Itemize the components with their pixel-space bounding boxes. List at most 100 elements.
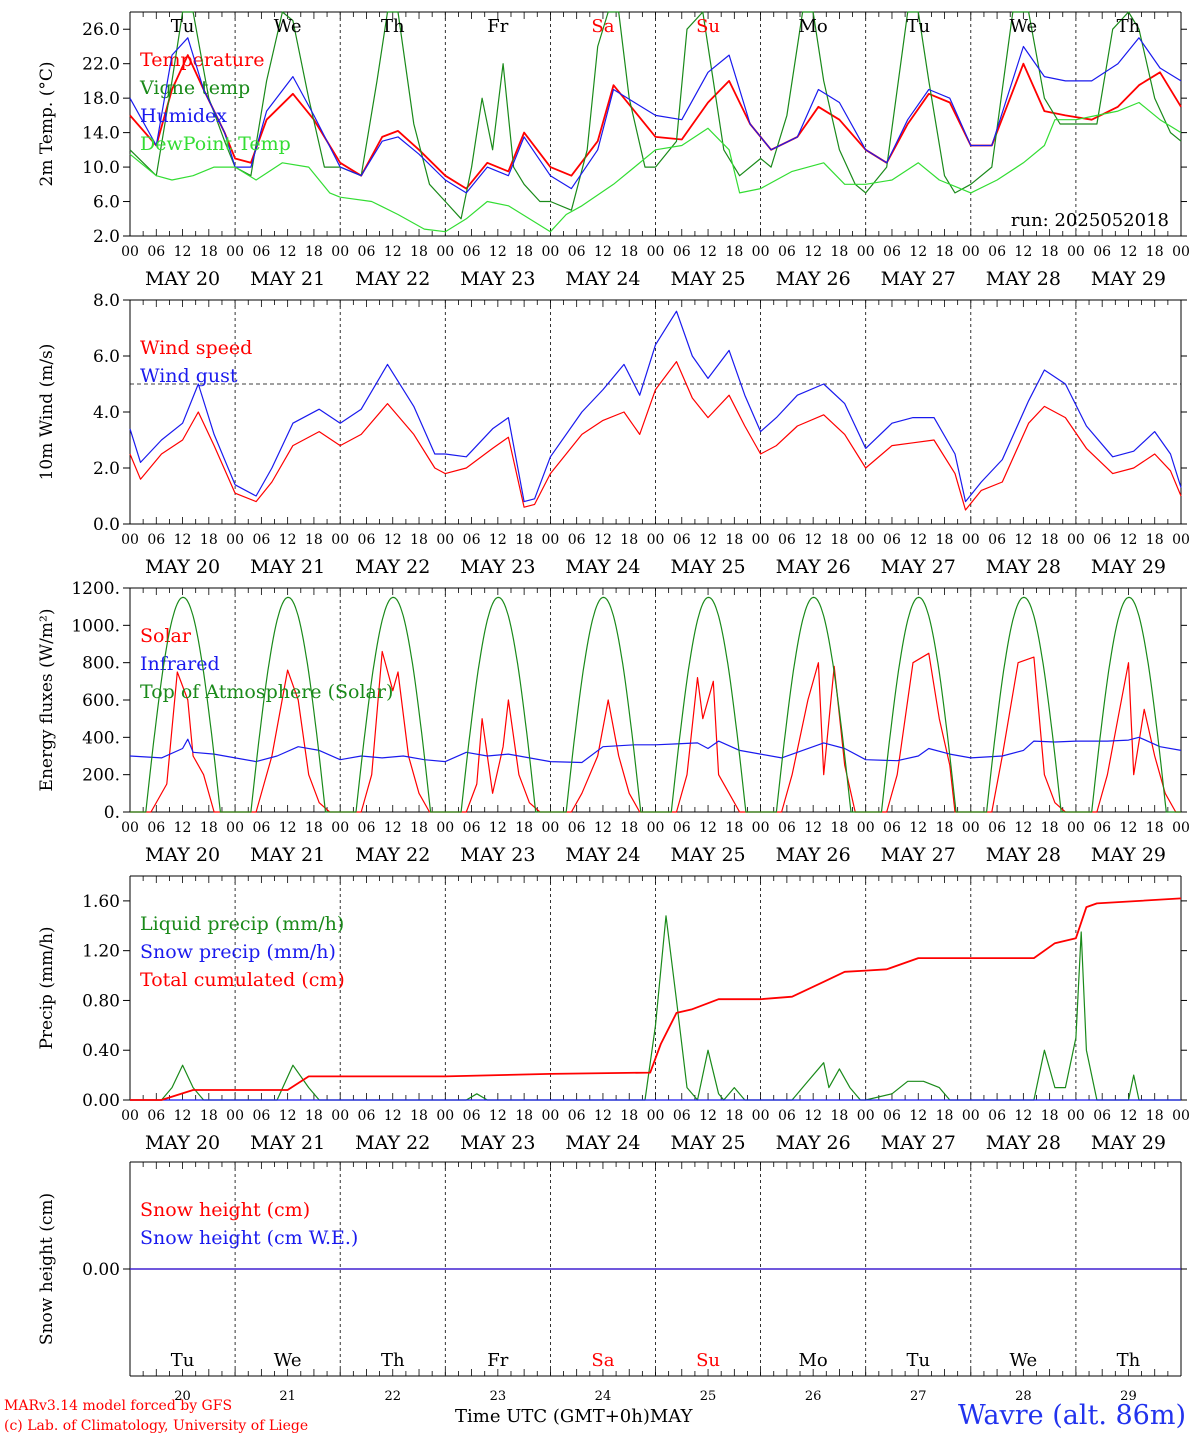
hour-tick-label: 06	[358, 820, 376, 836]
hour-tick-label: 18	[410, 244, 428, 260]
y-tick-label: 1.20	[82, 942, 120, 962]
hour-tick-label: 18	[725, 244, 743, 260]
date-label: MAY 29	[1091, 556, 1166, 578]
y-tick-label: 0.00	[82, 1091, 120, 1111]
hour-tick-label: 06	[568, 244, 586, 260]
date-label: MAY 22	[355, 844, 430, 866]
hour-tick-label: 18	[515, 820, 533, 836]
weekday-label-bottom: We	[1010, 1350, 1038, 1371]
y-tick-label: 800.	[82, 654, 120, 674]
date-label: MAY 21	[250, 556, 325, 578]
hour-tick-label: 06	[988, 820, 1006, 836]
hour-tick-label: 06	[673, 1108, 691, 1124]
hour-tick-label: 06	[778, 244, 796, 260]
weekday-label: Su	[696, 16, 720, 37]
hour-tick-label: 18	[200, 244, 218, 260]
hour-tick-label: 00	[857, 1108, 875, 1124]
hour-tick-label: 06	[883, 820, 901, 836]
date-label: MAY 22	[355, 1132, 430, 1154]
hour-tick-label: 12	[1014, 1108, 1032, 1124]
hour-tick-label: 18	[936, 244, 954, 260]
hour-tick-label: 06	[463, 1108, 481, 1124]
hour-tick-label: 18	[1041, 1108, 1059, 1124]
hour-tick-label: 00	[541, 820, 559, 836]
date-label: MAY 27	[881, 1132, 956, 1154]
date-label: MAY 28	[986, 556, 1061, 578]
y-tick-label: 2.0	[93, 227, 120, 247]
hour-tick-label: 12	[279, 244, 297, 260]
date-label: MAY 20	[145, 556, 220, 578]
hour-tick-label: 12	[1014, 820, 1032, 836]
hour-tick-label: 06	[463, 820, 481, 836]
hour-tick-label: 06	[568, 1108, 586, 1124]
hour-tick-label: 18	[1041, 532, 1059, 548]
legend-wind-speed: Wind speed	[140, 337, 252, 359]
hour-tick-label: 00	[121, 1108, 139, 1124]
date-label: MAY 25	[670, 844, 745, 866]
hour-tick-label: 00	[331, 1108, 349, 1124]
hour-tick-label: 12	[594, 244, 612, 260]
series-line-top-of-atmosphere-solar	[130, 596, 1181, 813]
date-label: MAY 26	[776, 844, 851, 866]
y-tick-label: 1000.	[71, 616, 120, 636]
hour-tick-label: 12	[489, 1108, 507, 1124]
y-tick-label: 0.	[104, 803, 120, 823]
hour-tick-label: 06	[358, 532, 376, 548]
hour-tick-label: 18	[515, 532, 533, 548]
hour-tick-label: 18	[936, 532, 954, 548]
hour-tick-label: 12	[699, 532, 717, 548]
date-label: MAY 29	[1091, 1132, 1166, 1154]
date-label: MAY 22	[355, 268, 430, 290]
hour-tick-label: 18	[305, 1108, 323, 1124]
hour-tick-label: 00	[436, 820, 454, 836]
y-tick-label: 4.0	[93, 403, 120, 423]
hour-tick-label: 12	[699, 820, 717, 836]
weekday-label: Sa	[591, 16, 614, 37]
y-tick-label: 400.	[82, 728, 120, 748]
hour-tick-label: 12	[279, 532, 297, 548]
y-tick-label: 26.0	[82, 20, 120, 40]
y-tick-label: 0.0	[93, 515, 120, 535]
hour-tick-label: 12	[1014, 532, 1032, 548]
weekday-label-bottom: Fr	[487, 1350, 508, 1371]
time-axis-text: Time UTC (GMT+0h)	[455, 1406, 650, 1427]
hour-tick-label: 00	[647, 1108, 665, 1124]
hour-tick-label: 12	[804, 1108, 822, 1124]
y-tick-label: 1.60	[82, 892, 120, 912]
hour-tick-label: 12	[594, 532, 612, 548]
hour-tick-label: 12	[699, 1108, 717, 1124]
hour-tick-label: 18	[410, 532, 428, 548]
y-tick-label: 10.0	[82, 158, 120, 178]
hour-tick-label: 00	[226, 532, 244, 548]
weekday-label: Tu	[171, 16, 195, 37]
hour-tick-label: 00	[436, 1108, 454, 1124]
hour-tick-label: 00	[1172, 1108, 1190, 1124]
station-label: Wavre (alt. 86m)	[958, 1400, 1186, 1431]
date-label: MAY 28	[986, 268, 1061, 290]
day-number-label: 25	[700, 1389, 717, 1404]
hour-tick-label: 18	[831, 532, 849, 548]
weekday-label-bottom: Sa	[591, 1350, 614, 1371]
date-label: MAY 26	[776, 1132, 851, 1154]
y-tick-label: 8.0	[93, 291, 120, 311]
weekday-label-bottom: Tu	[171, 1350, 195, 1371]
date-label: MAY 24	[565, 268, 640, 290]
hour-tick-label: 06	[147, 820, 165, 836]
hour-tick-label: 12	[279, 820, 297, 836]
legend-snow-precip-mm-h: Snow precip (mm/h)	[140, 941, 336, 963]
date-label: MAY 25	[670, 556, 745, 578]
date-label: MAY 29	[1091, 268, 1166, 290]
hour-tick-label: 00	[331, 244, 349, 260]
legend-vigne-temp: Vigne temp	[139, 77, 250, 99]
day-number-label: 23	[490, 1389, 507, 1404]
hour-tick-label: 00	[121, 244, 139, 260]
hour-tick-label: 00	[1067, 820, 1085, 836]
date-label: MAY 20	[145, 844, 220, 866]
date-label: MAY 28	[986, 844, 1061, 866]
legend-solar: Solar	[140, 625, 192, 647]
legend-snow-height-cm: Snow height (cm)	[140, 1199, 310, 1221]
date-label: MAY 23	[460, 556, 535, 578]
hour-tick-label: 12	[489, 820, 507, 836]
date-label: MAY 27	[881, 556, 956, 578]
y-tick-label: 2.0	[93, 459, 120, 479]
